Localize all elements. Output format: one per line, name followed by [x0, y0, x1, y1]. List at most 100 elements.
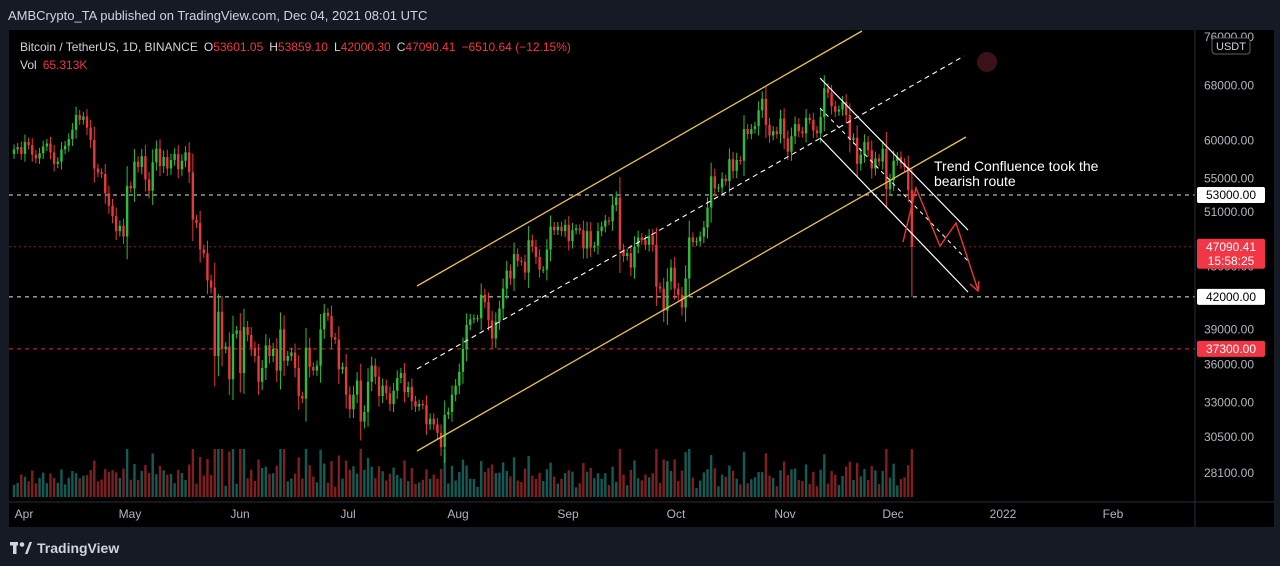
volume-bar: [907, 465, 910, 497]
candle-body: [74, 115, 78, 130]
volume-bar: [855, 463, 859, 497]
volume-bar: [823, 454, 826, 497]
low-value: 42000.30: [340, 40, 391, 54]
volume-bar: [228, 451, 231, 497]
volume-bar: [728, 465, 731, 497]
candle-body: [782, 118, 786, 139]
volume-bar: [42, 472, 45, 497]
volume-bar: [830, 471, 833, 497]
volume-bar: [242, 449, 246, 497]
volume-bar: [432, 474, 435, 497]
volume-bar: [166, 474, 169, 497]
candle-body: [169, 159, 173, 169]
volume-bar: [490, 464, 494, 497]
candle-body: [640, 237, 643, 241]
tradingview-label: TradingView: [37, 540, 120, 556]
volume-bar: [472, 478, 476, 497]
symbol-label: Bitcoin / TetherUS, 1D, BINANCE: [20, 40, 198, 54]
volume-bar: [505, 471, 508, 497]
volume-bar: [706, 469, 709, 497]
candle-body: [56, 161, 59, 164]
ohlc-row: Bitcoin / TetherUS, 1D, BINANCE O53601.0…: [20, 40, 571, 58]
candle-body: [578, 228, 581, 231]
volume-bar: [279, 449, 282, 497]
volume-bar: [56, 482, 59, 497]
candles: [12, 75, 914, 463]
candle-body: [439, 432, 443, 448]
candle-body: [476, 318, 479, 320]
candle-body: [801, 131, 804, 134]
candle-body: [509, 270, 512, 279]
annotation: Trend Confluence took the bearish route: [934, 158, 1099, 189]
candle-body: [304, 347, 308, 399]
volume-bar: [330, 461, 333, 497]
candle-body: [750, 129, 753, 135]
candle-body: [549, 226, 552, 250]
volume-bar: [684, 452, 687, 497]
price-tick-label: 68000.00: [1204, 79, 1254, 93]
candle-body: [702, 227, 706, 237]
volume-bar: [501, 462, 505, 497]
volume-bar: [647, 477, 651, 497]
candle-body: [414, 401, 417, 407]
chart-legend: Bitcoin / TetherUS, 1D, BINANCE O53601.0…: [20, 40, 571, 76]
volume-bar: [421, 479, 424, 497]
volume-bar: [107, 471, 111, 497]
candle-body: [96, 168, 100, 173]
candle-body: [658, 286, 662, 289]
volume-bar: [582, 463, 585, 497]
volume-bar: [709, 455, 713, 497]
volume-bar: [713, 468, 716, 497]
candle-body: [63, 145, 67, 150]
candle-body: [615, 197, 618, 205]
candle-body: [724, 178, 727, 182]
volume-bar: [545, 469, 549, 497]
volume-bar: [268, 473, 271, 497]
volume-bar: [385, 480, 388, 497]
price-tag-bg: [1197, 288, 1265, 305]
volume-bar: [304, 449, 308, 497]
volume-bar: [191, 449, 195, 497]
candle-body: [49, 143, 52, 153]
volume-bar: [206, 459, 209, 497]
time-axis: Apr May Jun Jul Aug Sep Oct Nov Dec 2022 Feb: [9, 501, 1274, 521]
volume-bar: [702, 472, 706, 497]
volume-bar: [23, 476, 27, 497]
volume-bar: [534, 478, 538, 497]
candle-body: [728, 159, 731, 182]
change-value: −6510.64 (−12.15%): [461, 40, 571, 54]
candle-body: [753, 126, 757, 130]
candle-body: [60, 149, 63, 162]
volume-bar: [414, 483, 417, 497]
candle-body: [191, 172, 195, 220]
channel-mid-line: [416, 55, 965, 370]
volume-bar: [553, 476, 556, 497]
candle-body: [480, 294, 483, 319]
candle-body: [220, 311, 224, 349]
candle-body: [764, 98, 768, 125]
candle-body: [786, 138, 789, 152]
volume-bar: [691, 477, 695, 497]
volume-bar: [111, 470, 114, 497]
volume-bar: [407, 481, 410, 497]
candle-body: [866, 142, 870, 151]
volume-bar: [673, 459, 676, 497]
candle-body: [885, 148, 888, 190]
candle-body: [352, 394, 355, 410]
volume-bar: [812, 471, 815, 497]
currency-badge[interactable]: USDT: [1211, 37, 1251, 55]
candle-body: [184, 152, 187, 161]
volume-bar: [695, 488, 698, 497]
volume-bar: [177, 470, 180, 497]
volume-bar: [85, 475, 89, 497]
volume-bar: [797, 480, 800, 497]
candle-body: [348, 394, 351, 410]
candle-body: [837, 109, 841, 112]
volume-bar: [753, 477, 757, 497]
candle-body: [611, 204, 614, 222]
volume-bar: [636, 478, 640, 497]
candle-body: [217, 311, 220, 356]
tradingview-brand[interactable]: TradingView: [10, 540, 119, 556]
volume-bar: [399, 478, 403, 497]
